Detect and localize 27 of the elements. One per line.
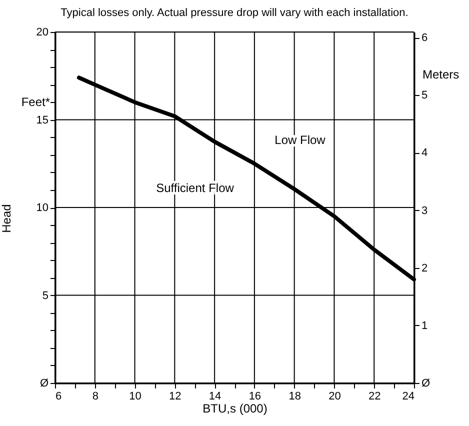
x-tick-label: 6 xyxy=(56,390,62,402)
y2-tick-label: 2 xyxy=(422,262,428,274)
x-tick-label: 10 xyxy=(129,390,142,402)
chart-title: Typical losses only. Actual pressure drop will vary with each installation. xyxy=(60,7,408,19)
y2-tick-label: 5 xyxy=(422,90,428,102)
y2-tick-label: 4 xyxy=(422,147,428,160)
y2-axis-title: Meters xyxy=(422,68,460,82)
y-axis-title: Head xyxy=(0,204,14,233)
y-tick-label: 20 xyxy=(36,26,48,38)
y2-tick-label: 1 xyxy=(422,320,428,332)
x-tick-label: 14 xyxy=(208,390,222,402)
y-tick-label: 5 xyxy=(42,290,48,302)
y2-tick-label: 6 xyxy=(422,32,428,44)
y-tick-label: Ø xyxy=(40,378,49,390)
y-tick-label: 15 xyxy=(36,114,48,126)
y-tick-label: 10 xyxy=(36,202,48,214)
x-tick-label: 8 xyxy=(92,390,98,402)
y2-tick-label: 3 xyxy=(422,204,428,217)
y2-tick-label: Ø xyxy=(422,378,430,390)
x-tick-label: 18 xyxy=(288,390,301,402)
x-tick-label: 12 xyxy=(169,390,182,402)
x-tick-label: 20 xyxy=(328,390,341,402)
x-tick-label: 22 xyxy=(368,390,381,402)
x-tick-label: 16 xyxy=(248,390,262,402)
text: Feet* xyxy=(21,95,50,109)
x-tick-label: 24 xyxy=(402,390,414,402)
x-axis-title: BTU,s (000) xyxy=(202,402,268,416)
